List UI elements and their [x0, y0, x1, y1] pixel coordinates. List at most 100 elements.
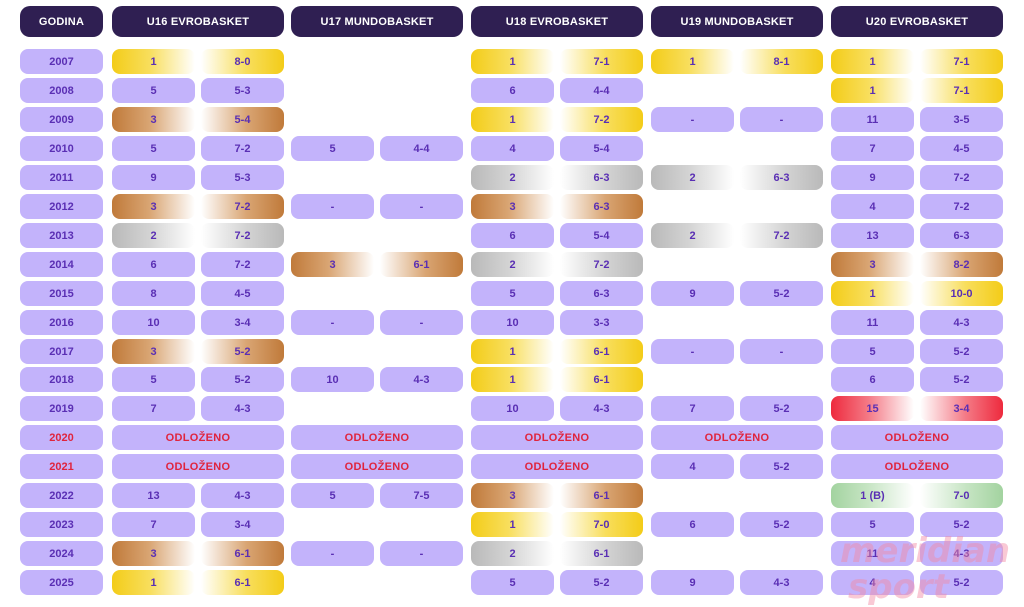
year-2014: 2014 [20, 252, 103, 277]
record-u20-2017: 5-2 [920, 339, 1003, 364]
year-2019: 2019 [20, 396, 103, 421]
postponed-u18-2020: ODLOŽENO [471, 425, 643, 450]
year-2017: 2017 [20, 339, 103, 364]
year-2022: 2022 [20, 483, 103, 508]
record-u19-2025: 4-3 [740, 570, 823, 595]
place-u18-2025: 5 [471, 570, 554, 595]
record-u19-2009: - [740, 107, 823, 132]
record-u20-2011: 7-2 [920, 165, 1003, 190]
place-u18-2018: 1 [471, 367, 554, 392]
year-2012: 2012 [20, 194, 103, 219]
place-u19-2017: - [651, 339, 734, 364]
place-u20-2010: 7 [831, 136, 914, 161]
record-u19-2007: 8-1 [740, 49, 823, 74]
place-u19-2009: - [651, 107, 734, 132]
place-u19-2021: 4 [651, 454, 734, 479]
place-u18-2007: 1 [471, 49, 554, 74]
place-u20-2024: 11 [831, 541, 914, 566]
place-u16-2007: 1 [112, 49, 195, 74]
record-u18-2018: 6-1 [560, 367, 643, 392]
place-u19-2023: 6 [651, 512, 734, 537]
place-u18-2011: 2 [471, 165, 554, 190]
record-u18-2009: 7-2 [560, 107, 643, 132]
place-u20-2011: 9 [831, 165, 914, 190]
place-u20-2025: 4 [831, 570, 914, 595]
place-u16-2013: 2 [112, 223, 195, 248]
year-2010: 2010 [20, 136, 103, 161]
place-u19-2007: 1 [651, 49, 734, 74]
record-u17-2012: - [380, 194, 463, 219]
record-u16-2013: 7-2 [201, 223, 284, 248]
record-u18-2012: 6-3 [560, 194, 643, 219]
record-u19-2023: 5-2 [740, 512, 823, 537]
place-u20-2022: 1 (B) [831, 483, 914, 508]
postponed-u20-2020: ODLOŽENO [831, 425, 1003, 450]
place-u16-2024: 3 [112, 541, 195, 566]
place-u20-2019: 15 [831, 396, 914, 421]
place-u18-2023: 1 [471, 512, 554, 537]
place-u18-2022: 3 [471, 483, 554, 508]
record-u16-2022: 4-3 [201, 483, 284, 508]
place-u16-2023: 7 [112, 512, 195, 537]
postponed-u16-2021: ODLOŽENO [112, 454, 284, 479]
postponed-u17-2020: ODLOŽENO [291, 425, 463, 450]
record-u18-2007: 7-1 [560, 49, 643, 74]
place-u20-2008: 1 [831, 78, 914, 103]
postponed-u16-2020: ODLOŽENO [112, 425, 284, 450]
place-u19-2019: 7 [651, 396, 734, 421]
header-u20: U20 EVROBASKET [831, 6, 1003, 37]
record-u18-2019: 4-3 [560, 396, 643, 421]
record-u18-2022: 6-1 [560, 483, 643, 508]
place-u18-2012: 3 [471, 194, 554, 219]
record-u20-2010: 4-5 [920, 136, 1003, 161]
record-u16-2014: 7-2 [201, 252, 284, 277]
record-u19-2013: 7-2 [740, 223, 823, 248]
place-u20-2018: 6 [831, 367, 914, 392]
record-u18-2023: 7-0 [560, 512, 643, 537]
record-u18-2017: 6-1 [560, 339, 643, 364]
record-u18-2013: 5-4 [560, 223, 643, 248]
record-u19-2021: 5-2 [740, 454, 823, 479]
record-u18-2008: 4-4 [560, 78, 643, 103]
record-u18-2015: 6-3 [560, 281, 643, 306]
record-u20-2025: 5-2 [920, 570, 1003, 595]
record-u20-2024: 4-3 [920, 541, 1003, 566]
year-2018: 2018 [20, 367, 103, 392]
header-u17: U17 MUNDOBASKET [291, 6, 463, 37]
year-2015: 2015 [20, 281, 103, 306]
record-u20-2008: 7-1 [920, 78, 1003, 103]
record-u20-2016: 4-3 [920, 310, 1003, 335]
place-u16-2009: 3 [112, 107, 195, 132]
record-u16-2019: 4-3 [201, 396, 284, 421]
place-u17-2024: - [291, 541, 374, 566]
record-u19-2017: - [740, 339, 823, 364]
postponed-u19-2020: ODLOŽENO [651, 425, 823, 450]
place-u16-2011: 9 [112, 165, 195, 190]
place-u20-2007: 1 [831, 49, 914, 74]
year-2013: 2013 [20, 223, 103, 248]
place-u18-2015: 5 [471, 281, 554, 306]
place-u16-2014: 6 [112, 252, 195, 277]
year-2023: 2023 [20, 512, 103, 537]
record-u20-2022: 7-0 [920, 483, 1003, 508]
record-u16-2016: 3-4 [201, 310, 284, 335]
record-u20-2019: 3-4 [920, 396, 1003, 421]
postponed-u18-2021: ODLOŽENO [471, 454, 643, 479]
postponed-u17-2021: ODLOŽENO [291, 454, 463, 479]
record-u20-2009: 3-5 [920, 107, 1003, 132]
place-u16-2010: 5 [112, 136, 195, 161]
record-u17-2022: 7-5 [380, 483, 463, 508]
record-u16-2025: 6-1 [201, 570, 284, 595]
place-u16-2018: 5 [112, 367, 195, 392]
place-u18-2016: 10 [471, 310, 554, 335]
place-u19-2025: 9 [651, 570, 734, 595]
record-u18-2010: 5-4 [560, 136, 643, 161]
header-u18: U18 EVROBASKET [471, 6, 643, 37]
record-u16-2009: 5-4 [201, 107, 284, 132]
record-u20-2014: 8-2 [920, 252, 1003, 277]
place-u17-2016: - [291, 310, 374, 335]
place-u17-2010: 5 [291, 136, 374, 161]
place-u16-2022: 13 [112, 483, 195, 508]
header-godina: GODINA [20, 6, 103, 37]
